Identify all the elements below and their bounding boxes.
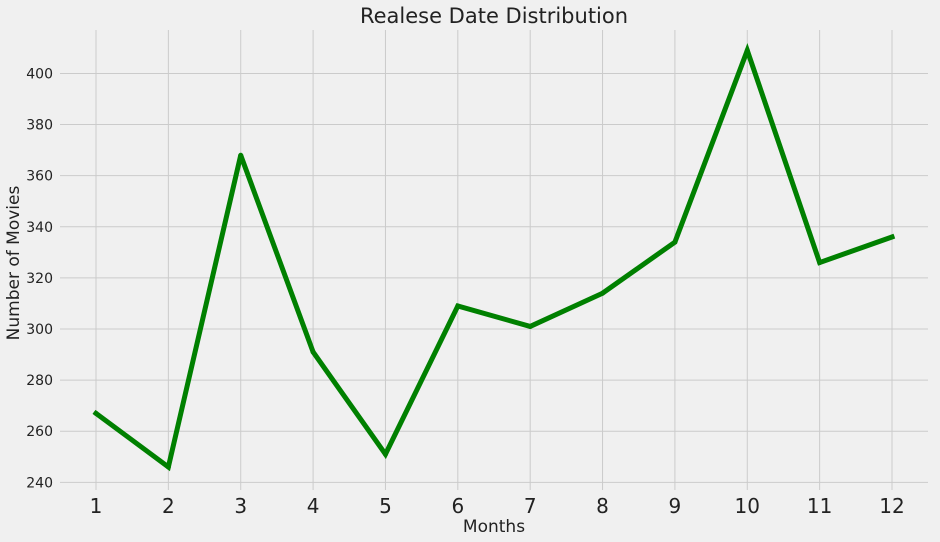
y-tick-label: 300 bbox=[26, 322, 53, 338]
y-tick-label: 240 bbox=[26, 475, 53, 491]
data-point bbox=[238, 152, 244, 158]
data-point bbox=[382, 451, 388, 457]
series-line bbox=[92, 43, 896, 472]
data-point bbox=[310, 349, 316, 355]
x-tick-label: 12 bbox=[879, 494, 904, 518]
x-tick-label: 6 bbox=[451, 494, 464, 518]
grid-lines bbox=[60, 30, 928, 490]
data-point bbox=[672, 239, 678, 245]
y-axis-ticks: 240 260 280 300 320 340 360 380 400 bbox=[26, 66, 53, 491]
data-point bbox=[527, 323, 533, 329]
y-tick-label: 260 bbox=[26, 424, 53, 440]
x-tick-label: 1 bbox=[90, 494, 103, 518]
x-tick-label: 3 bbox=[234, 494, 247, 518]
y-tick-label: 340 bbox=[26, 220, 53, 236]
x-tick-label: 8 bbox=[596, 494, 609, 518]
x-tick-label: 9 bbox=[669, 494, 682, 518]
chart-title: Realese Date Distribution bbox=[360, 4, 628, 28]
y-axis-label: Number of Movies bbox=[4, 186, 24, 341]
data-point bbox=[600, 290, 606, 296]
x-tick-label: 2 bbox=[162, 494, 175, 518]
data-point bbox=[889, 234, 895, 240]
data-point bbox=[165, 464, 171, 470]
y-tick-label: 400 bbox=[26, 66, 53, 82]
x-tick-label: 5 bbox=[379, 494, 392, 518]
x-tick-label: 11 bbox=[807, 494, 832, 518]
data-point bbox=[817, 260, 823, 266]
data-point bbox=[93, 410, 99, 416]
data-point bbox=[744, 47, 750, 53]
y-tick-label: 280 bbox=[26, 373, 53, 389]
data-point bbox=[455, 303, 461, 309]
x-tick-label: 4 bbox=[307, 494, 320, 518]
x-tick-label: 7 bbox=[524, 494, 537, 518]
y-tick-label: 320 bbox=[26, 271, 53, 287]
x-tick-label: 10 bbox=[735, 494, 760, 518]
y-tick-label: 360 bbox=[26, 169, 53, 185]
x-axis-label: Months bbox=[463, 517, 525, 537]
series-layer bbox=[92, 43, 896, 472]
x-axis-ticks: 1 2 3 4 5 6 7 8 9 10 11 12 bbox=[90, 494, 905, 518]
y-tick-label: 380 bbox=[26, 118, 53, 134]
